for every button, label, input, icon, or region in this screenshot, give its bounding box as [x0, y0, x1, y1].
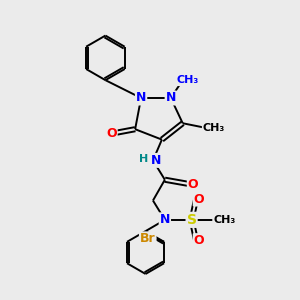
- Text: O: O: [106, 127, 117, 140]
- Text: CH₃: CH₃: [213, 215, 236, 225]
- Text: O: O: [194, 193, 204, 206]
- Text: CH₃: CH₃: [176, 75, 198, 85]
- Text: H: H: [140, 154, 149, 164]
- Text: N: N: [151, 154, 161, 167]
- Text: N: N: [166, 92, 176, 104]
- Text: O: O: [194, 234, 204, 247]
- Text: N: N: [160, 213, 170, 226]
- Text: O: O: [188, 178, 198, 191]
- Text: N: N: [136, 92, 146, 104]
- Text: S: S: [187, 213, 196, 227]
- Text: Br: Br: [140, 232, 155, 245]
- Text: CH₃: CH₃: [203, 123, 225, 133]
